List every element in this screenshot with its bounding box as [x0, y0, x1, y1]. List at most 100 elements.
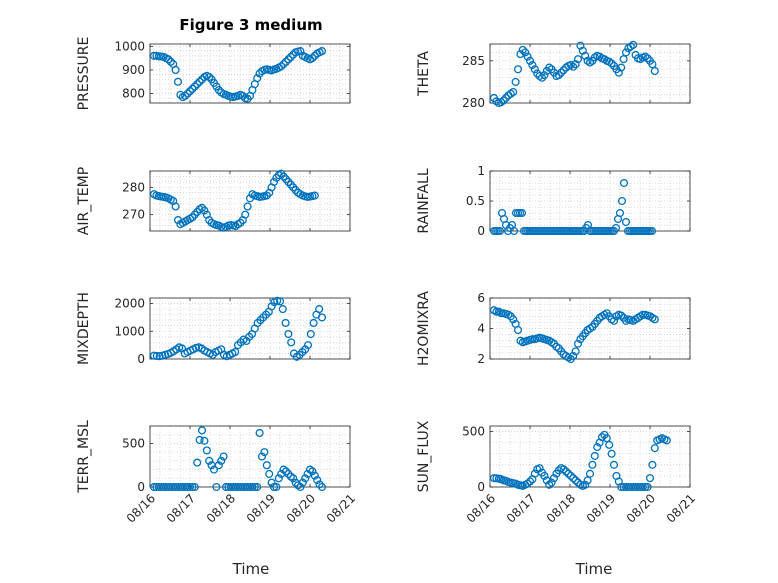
data-point — [617, 63, 626, 72]
data-point — [571, 347, 580, 356]
data-point — [509, 315, 518, 324]
data-point — [581, 480, 590, 489]
subplot-mixdepth: 0 1000 2000 MIXDEPTH — [76, 292, 351, 366]
data-point — [164, 55, 173, 64]
data-point — [528, 61, 537, 70]
data-point — [525, 56, 535, 65]
data-point — [315, 480, 324, 489]
y-axis-label: H2OMIXRA — [416, 291, 432, 366]
data-point — [181, 91, 190, 100]
data-point — [308, 54, 317, 63]
data-point — [495, 226, 505, 236]
y-tick-label: 4 — [477, 322, 485, 336]
data-point — [296, 482, 305, 492]
data-point — [648, 60, 657, 69]
data-point — [611, 223, 621, 233]
y-axis-label: PRESSURE — [76, 37, 92, 111]
x-axis-label-left: Time — [232, 560, 270, 578]
data-point — [185, 482, 195, 492]
data-point — [190, 82, 199, 91]
data-point — [205, 456, 214, 465]
data-point — [188, 482, 197, 492]
series-markers — [149, 426, 327, 492]
data-point — [650, 66, 659, 76]
series-markers — [149, 169, 319, 232]
data-point — [315, 305, 324, 314]
y-tick-label: 500 — [462, 425, 485, 439]
subplot-theta: 280 285 THETA — [416, 40, 691, 110]
data-point — [605, 440, 614, 449]
data-point — [310, 191, 319, 200]
data-point — [284, 55, 293, 64]
y-tick-label: 285 — [462, 54, 485, 68]
data-point — [255, 428, 264, 438]
series-markers — [489, 178, 657, 236]
data-point — [554, 71, 563, 80]
y-tick-label: 0 — [137, 352, 145, 366]
y-tick-label: 6 — [477, 291, 485, 305]
data-point — [569, 62, 578, 71]
data-point — [166, 57, 175, 66]
data-point — [253, 482, 262, 492]
data-point — [279, 60, 288, 69]
data-point — [209, 465, 219, 474]
axes-frame — [149, 170, 351, 232]
data-point — [492, 307, 501, 316]
y-axis-label: AIR_TEMP — [76, 167, 92, 235]
data-point — [497, 309, 506, 318]
data-point — [193, 458, 202, 467]
data-point — [638, 482, 647, 492]
data-point — [200, 436, 209, 445]
data-point — [530, 65, 539, 74]
subplot-air-temp: 270 280 AIR_TEMP — [76, 167, 351, 235]
data-point — [499, 96, 508, 105]
data-point — [241, 210, 250, 219]
data-point — [281, 467, 291, 476]
y-tick-label: 500 — [122, 436, 145, 450]
data-point — [561, 467, 571, 476]
data-point — [262, 461, 271, 470]
data-point — [609, 316, 619, 325]
data-point — [564, 469, 573, 478]
y-tick-label: 1000 — [114, 324, 145, 338]
data-point — [197, 426, 207, 435]
data-point — [214, 461, 223, 470]
y-tick-label: 800 — [122, 87, 145, 101]
data-point — [597, 433, 607, 442]
axes-frame — [489, 43, 691, 104]
y-tick-label: 2000 — [114, 297, 145, 311]
data-point — [296, 47, 305, 56]
data-point — [517, 208, 527, 218]
data-point — [269, 177, 279, 186]
data-point — [650, 315, 659, 324]
data-point — [274, 474, 283, 483]
data-point — [617, 311, 626, 320]
series-markers — [489, 430, 671, 492]
data-point — [573, 339, 583, 348]
axes-frame — [489, 425, 691, 488]
data-point — [607, 59, 616, 68]
data-point — [566, 471, 575, 480]
data-point — [645, 474, 655, 483]
data-point — [588, 460, 597, 469]
data-point — [621, 48, 631, 57]
data-point — [202, 446, 211, 455]
data-point — [310, 471, 319, 480]
subplot-pressure: 800 900 1000 PRESSURE — [76, 37, 351, 111]
y-tick-label: 1000 — [114, 39, 145, 53]
data-point — [617, 196, 627, 206]
data-point — [248, 482, 257, 492]
data-point — [212, 482, 221, 492]
data-point — [231, 348, 240, 357]
data-point — [309, 318, 318, 328]
data-point — [537, 73, 547, 82]
plot-area — [490, 44, 690, 103]
data-point — [569, 351, 578, 361]
data-point — [540, 471, 549, 480]
data-point — [303, 341, 313, 350]
data-point — [511, 77, 520, 86]
data-point — [518, 45, 527, 54]
data-point — [289, 474, 298, 483]
